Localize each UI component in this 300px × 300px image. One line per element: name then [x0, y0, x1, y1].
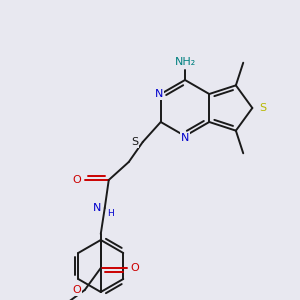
- Text: N: N: [93, 203, 101, 213]
- Text: O: O: [72, 175, 81, 185]
- Text: S: S: [131, 137, 138, 147]
- Text: O: O: [72, 285, 81, 295]
- Text: NH₂: NH₂: [174, 57, 196, 67]
- Text: N: N: [154, 89, 163, 99]
- Text: S: S: [259, 103, 266, 113]
- Text: O: O: [130, 263, 139, 273]
- Text: H: H: [107, 208, 114, 217]
- Text: N: N: [181, 133, 189, 143]
